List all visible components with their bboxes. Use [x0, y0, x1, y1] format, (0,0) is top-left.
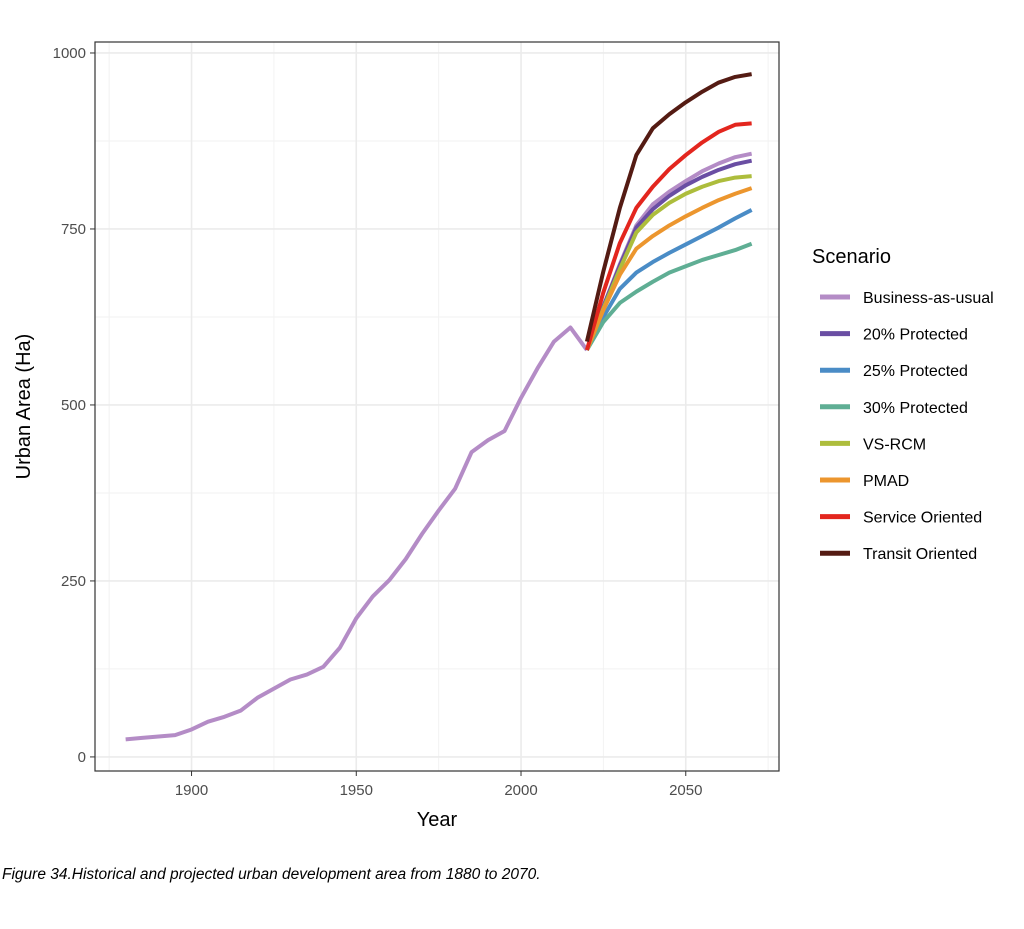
historical-line — [125, 325, 589, 742]
series-line-30-protected — [585, 241, 753, 352]
series-line-transit-oriented — [584, 72, 752, 343]
series-line-service-oriented — [584, 121, 752, 351]
y-axis-title: Urban Area (Ha) — [13, 334, 35, 480]
x-tick-label: 2000 — [504, 782, 537, 799]
x-axis-title: Year — [417, 809, 458, 831]
series-line-20-protected — [585, 158, 753, 351]
figure-caption: Figure 34.Historical and projected urban… — [2, 866, 541, 883]
y-tick-label: 0 — [78, 749, 86, 766]
series-line-25-protected — [585, 208, 753, 351]
x-tick-label: 2050 — [669, 782, 702, 799]
legend-label: Service Oriented — [863, 510, 982, 527]
legend-label: Transit Oriented — [863, 546, 977, 563]
legend-title: Scenario — [812, 246, 891, 268]
legend-label: Business-as-usual — [863, 290, 994, 307]
plot-border — [94, 41, 780, 772]
legend-label: 25% Protected — [863, 363, 968, 380]
series-line-pmad — [585, 186, 753, 351]
x-tick-label: 1950 — [340, 782, 373, 799]
y-tick-label: 1000 — [53, 45, 86, 62]
legend-label: VS-RCM — [863, 436, 926, 453]
line-chart: 1900 1950 2000 2050 0 250 500 750 1000 Year Urban … — [13, 41, 994, 831]
y-tick-label: 750 — [61, 221, 86, 238]
x-tick-label: 1900 — [175, 782, 208, 799]
legend-label: 30% Protected — [863, 400, 968, 417]
legend-label: 20% Protected — [863, 327, 968, 344]
y-tick-label: 500 — [61, 397, 86, 414]
y-tick-label: 250 — [61, 573, 86, 590]
legend-label: PMAD — [863, 473, 909, 490]
